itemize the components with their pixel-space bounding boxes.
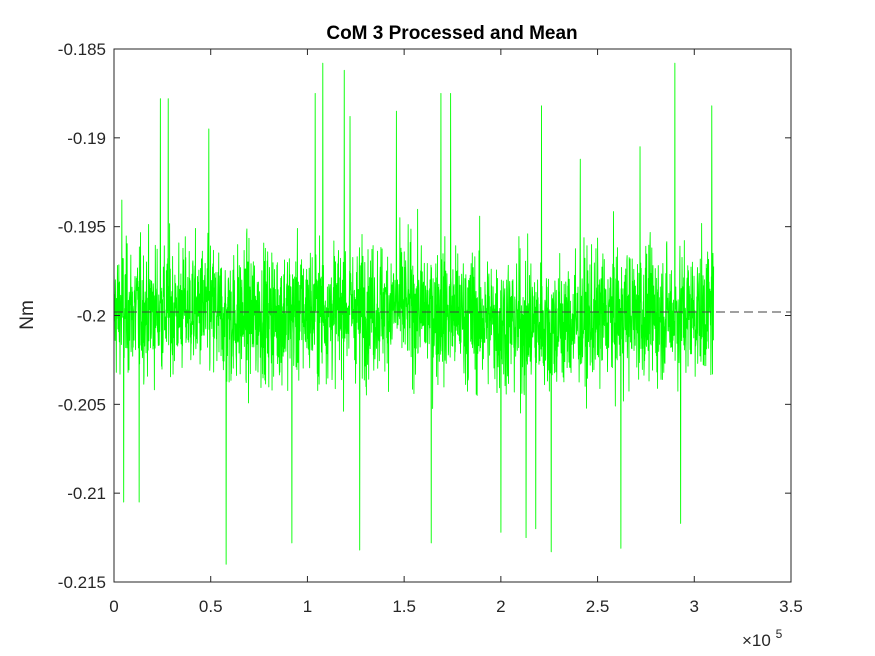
x-tick-label: 2 xyxy=(496,597,505,616)
x-tick-label: 3 xyxy=(690,597,699,616)
chart-title: CoM 3 Processed and Mean xyxy=(326,23,577,44)
y-axis: -0.185 -0.19 -0.195 -0.2 -0.205 -0.21 -0.215 xyxy=(58,40,791,592)
x-tick-label: 0.5 xyxy=(199,597,223,616)
x-axis-exponent: ×10 5 xyxy=(742,627,783,650)
y-tick-label: -0.205 xyxy=(58,395,106,414)
y-tick-label: -0.185 xyxy=(58,40,106,59)
y-axis-label: Nm xyxy=(17,300,38,330)
x-tick-label: 0 xyxy=(109,597,118,616)
y-tick-label: -0.195 xyxy=(58,218,106,237)
signal-series xyxy=(113,62,715,565)
x-tick-label: 2.5 xyxy=(586,597,610,616)
y-tick-label: -0.21 xyxy=(67,484,106,503)
y-tick-label: -0.2 xyxy=(77,307,106,326)
x-axis-exponent-power: 5 xyxy=(776,627,783,641)
y-tick-label: -0.19 xyxy=(67,129,106,148)
x-axis-exponent-base: ×10 xyxy=(742,631,771,650)
x-tick-label: 3.5 xyxy=(779,597,803,616)
x-tick-label: 1 xyxy=(303,597,312,616)
x-axis: 0 0.5 1 1.5 2 2.5 3 3.5 xyxy=(109,49,803,616)
y-tick-label: -0.215 xyxy=(58,573,106,592)
x-tick-label: 1.5 xyxy=(392,597,416,616)
signal-line xyxy=(113,62,715,565)
